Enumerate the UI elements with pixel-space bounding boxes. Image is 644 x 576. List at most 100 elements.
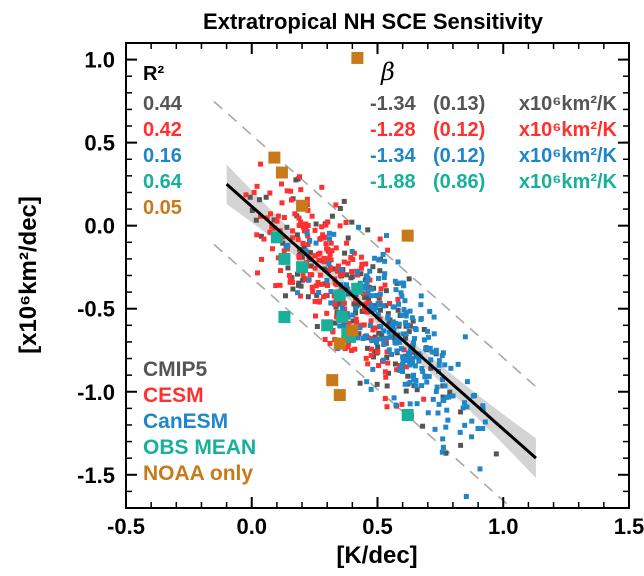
data-point bbox=[381, 341, 387, 347]
data-point bbox=[365, 275, 371, 281]
data-point bbox=[296, 261, 309, 274]
data-point bbox=[313, 240, 319, 246]
data-point bbox=[278, 311, 291, 324]
data-point bbox=[376, 330, 382, 336]
data-point bbox=[402, 381, 408, 387]
data-point bbox=[364, 333, 370, 339]
beta-standard-error: (0.12) bbox=[433, 119, 485, 141]
data-point bbox=[337, 205, 343, 211]
data-point bbox=[333, 202, 339, 208]
r2-value: 0.16 bbox=[143, 145, 182, 167]
data-point bbox=[382, 282, 388, 288]
data-point bbox=[349, 347, 355, 353]
data-point bbox=[312, 298, 318, 304]
data-point bbox=[443, 424, 449, 430]
data-point bbox=[353, 305, 359, 311]
beta-unit: x10⁶km²/K bbox=[519, 119, 618, 141]
data-point bbox=[326, 236, 332, 242]
data-point bbox=[381, 275, 387, 281]
data-point bbox=[420, 369, 426, 375]
data-point bbox=[358, 254, 364, 260]
data-point bbox=[370, 366, 376, 372]
data-point bbox=[400, 354, 406, 360]
data-point bbox=[247, 194, 253, 200]
data-point bbox=[309, 213, 315, 219]
data-point bbox=[396, 301, 402, 307]
data-point bbox=[419, 365, 425, 371]
data-point bbox=[462, 334, 468, 340]
data-point bbox=[324, 246, 330, 252]
data-point bbox=[482, 419, 488, 425]
data-point bbox=[345, 260, 351, 266]
data-point bbox=[389, 323, 395, 329]
data-point bbox=[436, 362, 442, 368]
data-point bbox=[431, 331, 437, 337]
data-point bbox=[384, 383, 390, 389]
data-point bbox=[275, 213, 281, 219]
data-point bbox=[278, 181, 284, 187]
data-point bbox=[312, 253, 318, 259]
data-point bbox=[275, 166, 288, 179]
data-point bbox=[395, 307, 401, 313]
data-point bbox=[263, 194, 269, 200]
data-point bbox=[384, 233, 390, 239]
data-point bbox=[370, 264, 376, 270]
data-point bbox=[425, 328, 431, 334]
data-point bbox=[409, 315, 415, 321]
data-point bbox=[391, 327, 397, 333]
data-point bbox=[393, 402, 399, 408]
data-point bbox=[309, 272, 315, 278]
data-point bbox=[378, 286, 384, 292]
x-tick-label: 0.0 bbox=[236, 514, 267, 539]
data-point bbox=[307, 250, 313, 256]
data-point bbox=[401, 283, 407, 289]
data-point bbox=[412, 363, 418, 369]
data-point bbox=[401, 409, 414, 421]
data-point bbox=[285, 242, 291, 248]
data-point bbox=[385, 360, 391, 366]
data-point bbox=[342, 321, 348, 327]
data-point bbox=[326, 230, 332, 236]
data-point bbox=[493, 451, 499, 457]
data-point bbox=[460, 405, 466, 411]
data-point bbox=[270, 231, 283, 244]
data-point bbox=[329, 248, 335, 254]
data-point bbox=[321, 235, 327, 241]
data-point bbox=[343, 219, 349, 225]
data-point bbox=[423, 346, 429, 352]
data-point bbox=[361, 284, 367, 290]
chart-title: Extratropical NH SCE Sensitivity bbox=[203, 9, 544, 34]
data-point bbox=[368, 346, 374, 352]
data-point bbox=[361, 306, 367, 312]
data-point bbox=[368, 293, 374, 299]
data-point bbox=[386, 329, 392, 335]
data-point bbox=[350, 318, 356, 324]
data-point bbox=[333, 337, 346, 350]
data-point bbox=[307, 238, 313, 244]
data-point bbox=[360, 335, 366, 341]
data-point bbox=[309, 284, 315, 290]
data-point bbox=[436, 401, 442, 407]
data-point bbox=[385, 370, 391, 376]
data-point bbox=[385, 314, 391, 320]
data-point bbox=[365, 345, 371, 351]
data-point bbox=[369, 338, 375, 344]
data-point bbox=[398, 365, 404, 371]
data-point bbox=[333, 289, 346, 302]
data-point bbox=[299, 254, 305, 260]
upper-prediction-bound bbox=[213, 101, 542, 392]
data-point bbox=[294, 232, 300, 238]
x-tick-label: 1.5 bbox=[614, 514, 644, 539]
data-point bbox=[440, 350, 446, 356]
data-point bbox=[317, 272, 323, 278]
data-point bbox=[333, 245, 339, 251]
data-point bbox=[367, 268, 373, 274]
data-point bbox=[430, 396, 436, 402]
data-point bbox=[376, 257, 382, 263]
data-point bbox=[364, 273, 370, 279]
data-point bbox=[421, 396, 427, 402]
data-point bbox=[413, 383, 419, 389]
data-point bbox=[322, 336, 328, 342]
data-point bbox=[432, 426, 438, 432]
data-point bbox=[469, 434, 475, 440]
